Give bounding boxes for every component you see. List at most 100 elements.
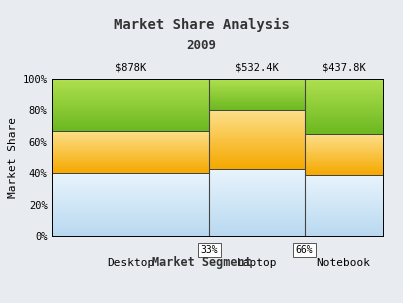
Text: Market Segment: Market Segment [152,256,251,269]
Bar [305,85,383,86]
Bar [210,95,305,96]
Bar [210,197,305,198]
Bar [305,141,383,142]
Bar [305,180,383,181]
Bar [305,104,383,105]
Bar [305,162,383,163]
Bar [210,137,305,138]
Bar [52,160,210,161]
Bar [210,231,305,232]
Bar [52,94,210,95]
Bar [210,154,305,155]
Bar [52,87,210,88]
Bar [52,115,210,116]
Bar [210,150,305,151]
Bar [305,140,383,141]
Bar [305,186,383,187]
Bar [305,121,383,122]
Bar [305,216,383,217]
Bar [210,81,305,82]
Bar [52,220,210,221]
Bar [52,215,210,216]
Bar [305,160,383,161]
Bar [210,123,305,124]
Bar [52,92,210,94]
Bar [52,201,210,202]
Bar [210,193,305,195]
Bar [210,214,305,215]
Bar [210,159,305,160]
Bar [52,179,210,181]
Bar [52,210,210,211]
Bar [52,133,210,134]
Bar [52,150,210,151]
Bar [305,203,383,205]
Bar [210,234,305,235]
Bar [52,114,210,115]
Bar [52,162,210,163]
Bar [52,235,210,236]
Bar [210,109,305,110]
Bar [210,88,305,89]
Bar [210,151,305,152]
Bar [210,165,305,167]
Bar [305,189,383,190]
Bar [210,91,305,92]
Bar [305,152,383,153]
Bar [52,139,210,140]
Bar [52,181,210,182]
Bar [210,107,305,108]
Bar [305,221,383,222]
Bar [210,202,305,204]
Bar [305,234,383,235]
Bar [305,211,383,212]
Bar [210,127,305,128]
Bar [305,111,383,112]
Bar [52,116,210,117]
Bar [305,157,383,158]
Bar [305,113,383,114]
Bar [305,107,383,108]
Bar [52,120,210,121]
Bar [52,144,210,145]
Bar [305,109,383,110]
Bar [52,105,210,107]
Bar [52,168,210,169]
Bar [305,94,383,95]
Bar [305,162,383,163]
Bar [305,153,383,154]
Bar [52,187,210,188]
Bar [305,151,383,152]
Bar [305,144,383,145]
Bar [305,86,383,87]
Bar [305,89,383,90]
Bar [52,110,210,111]
Bar [52,228,210,229]
Bar [52,204,210,205]
Bar [210,192,305,193]
Bar [52,199,210,201]
Bar [52,133,210,134]
Bar [52,148,210,149]
Bar [305,214,383,215]
Bar [210,116,305,117]
Bar [52,118,210,119]
Bar [305,102,383,103]
Bar [210,99,305,100]
Bar [305,82,383,83]
Bar [210,165,305,166]
Bar [52,154,210,155]
Bar [305,229,383,230]
Bar [305,90,383,91]
Bar [210,81,305,82]
Bar [210,175,305,176]
Bar [52,89,210,90]
Bar [210,228,305,230]
Bar [210,149,305,150]
Bar [210,106,305,107]
Bar [52,156,210,157]
Bar [210,83,305,84]
Bar [210,225,305,226]
Bar [210,221,305,223]
Bar [52,84,210,85]
